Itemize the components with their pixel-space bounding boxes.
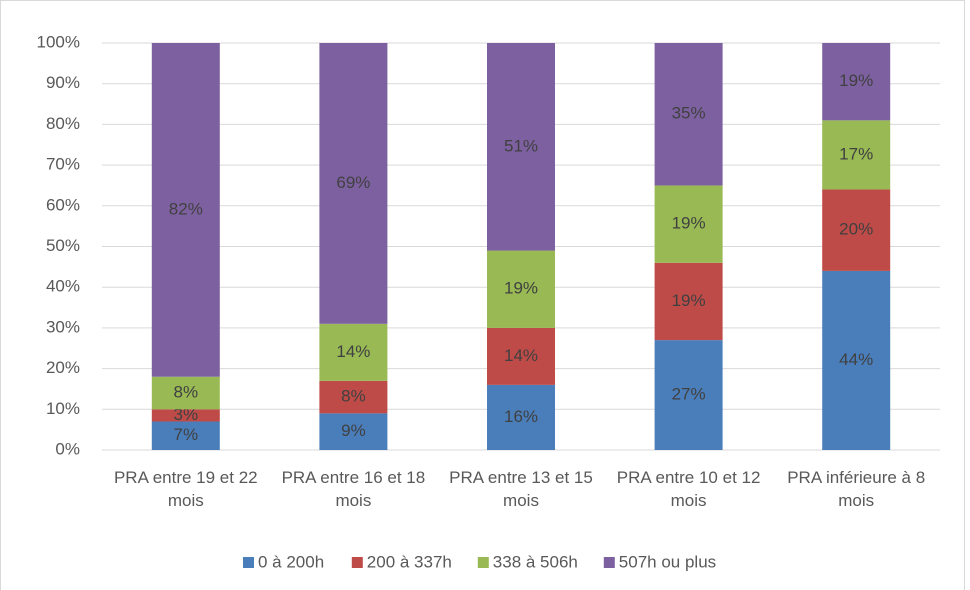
data-label: 19% (672, 214, 706, 233)
bar-segment (319, 380, 388, 414)
data-label: 19% (839, 71, 873, 90)
data-label: 17% (839, 144, 873, 163)
y-tick-label: 90% (46, 73, 80, 92)
legend-swatch (351, 557, 363, 568)
bar-segment (822, 189, 891, 271)
data-label: 14% (336, 342, 370, 361)
data-label: 27% (672, 385, 706, 404)
bar-segment (319, 323, 388, 381)
data-label: 16% (504, 407, 538, 426)
data-label: 82% (169, 199, 203, 218)
bar-segment (654, 340, 723, 450)
bar-segment (654, 262, 723, 341)
legend-label: 200 à 337h (367, 552, 452, 571)
bar-segment (319, 43, 388, 324)
bar-segment (822, 270, 891, 450)
bar-segment (487, 384, 555, 450)
data-label: 3% (174, 405, 199, 424)
y-tick-label: 20% (46, 358, 80, 377)
bar-segment (151, 376, 220, 410)
y-tick-label: 100% (37, 32, 80, 51)
legend-label: 0 à 200h (258, 552, 324, 571)
bar-segment (654, 185, 723, 263)
bar-segment (151, 409, 220, 422)
y-tick-label: 50% (46, 236, 80, 255)
bar-segment (487, 327, 555, 385)
x-tick-label: PRA entre 19 et 22 mois (113, 468, 258, 510)
legend-label: 507h ou plus (619, 552, 716, 571)
y-tick-label: 10% (46, 399, 80, 418)
y-tick-label: 60% (46, 195, 80, 214)
data-label: 14% (504, 346, 538, 365)
y-tick-label: 30% (46, 317, 80, 336)
bar-segment (151, 43, 220, 377)
x-tick-label: PRA inférieure à 8 mois (787, 468, 926, 510)
bar-segment (151, 421, 220, 450)
data-label: 9% (341, 421, 366, 440)
data-label: 19% (504, 279, 538, 298)
legend-swatch (243, 557, 254, 568)
bar-segment (319, 413, 388, 450)
data-label: 51% (504, 136, 538, 155)
legend-label: 338 à 506h (493, 552, 578, 571)
bar-segment (654, 43, 723, 186)
data-label: 7% (174, 425, 199, 444)
data-label: 8% (341, 387, 366, 406)
legend-swatch (603, 557, 615, 568)
data-label: 69% (336, 173, 370, 192)
data-label: 8% (174, 383, 199, 402)
data-label: 20% (839, 220, 873, 239)
y-tick-label: 80% (46, 114, 80, 133)
y-tick-label: 40% (46, 277, 80, 296)
y-tick-label: 0% (55, 439, 80, 458)
x-tick-label: PRA entre 16 et 18 mois (281, 468, 426, 510)
x-tick-label: PRA entre 13 et 15 mois (449, 468, 593, 510)
data-label: 44% (839, 350, 873, 369)
bar-segment (822, 43, 891, 121)
bar-segment (822, 120, 891, 190)
y-tick-label: 70% (46, 155, 80, 174)
data-label: 19% (672, 291, 706, 310)
x-tick-label: PRA entre 10 et 12 mois (616, 468, 761, 510)
bar-segment (487, 250, 555, 328)
data-label: 35% (672, 104, 706, 123)
bar-segment (487, 43, 555, 251)
legend-swatch (477, 557, 489, 568)
